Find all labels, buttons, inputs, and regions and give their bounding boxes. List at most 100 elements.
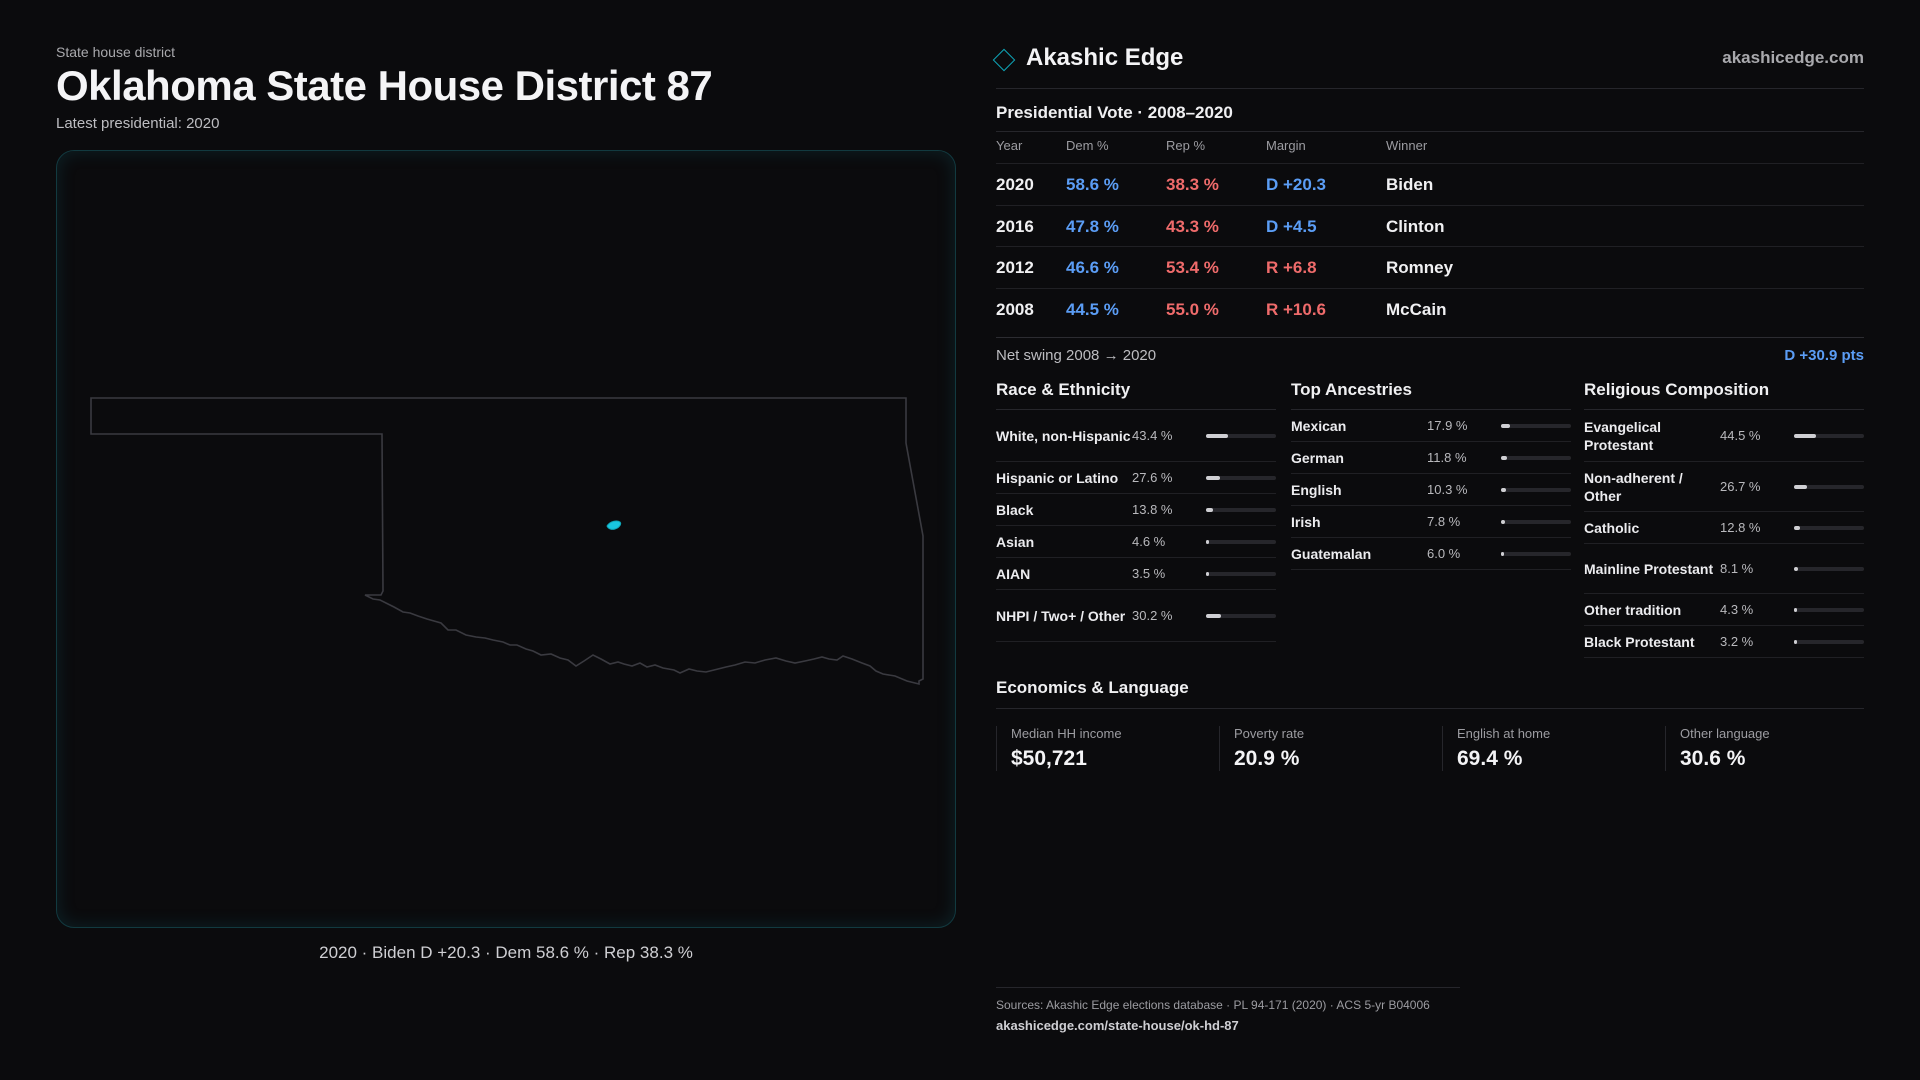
religion-bar-fill <box>1794 639 1797 644</box>
race-label: White, non-Hispanic <box>996 427 1131 444</box>
stat-value: 30.6 % <box>1680 747 1746 770</box>
religion-value: 12.8 % <box>1720 520 1761 535</box>
race-label: AIAN <box>996 565 1031 582</box>
divider <box>996 987 1460 988</box>
oklahoma-state-outline <box>90 397 924 686</box>
ancestry-value: 6.0 % <box>1427 546 1461 561</box>
site-link[interactable]: akashicedge.com <box>1722 48 1864 67</box>
ancestry-bar-fill <box>1501 519 1505 524</box>
margin-cell: D +20.3 <box>1266 175 1327 194</box>
stat-value: 20.9 % <box>1234 747 1300 770</box>
economics-stat: Median HH income $50,721 <box>996 726 1206 771</box>
stat-label: Median HH income <box>1011 726 1122 741</box>
district-map[interactable] <box>56 150 956 928</box>
religion-bar <box>1794 566 1864 571</box>
religion-panel: Religious Composition Evangelical Protes… <box>1584 380 1864 658</box>
ancestry-row: German 11.8 % <box>1291 442 1571 474</box>
race-value: 43.4 % <box>1132 428 1173 443</box>
rep-cell: 55.0 % <box>1166 299 1219 319</box>
race-bar <box>1206 507 1276 512</box>
ancestry-value: 7.8 % <box>1427 514 1461 529</box>
religion-bar-fill <box>1794 433 1817 438</box>
brand-name: Akashic Edge <box>1026 44 1184 71</box>
religion-row: Mainline Protestant 8.1 % <box>1584 544 1864 594</box>
race-value: 3.5 % <box>1132 566 1166 581</box>
vote-row[interactable]: 2020 58.6 % 38.3 % D +20.3 Biden <box>996 163 1864 204</box>
religion-bar-fill <box>1794 607 1797 612</box>
ancestry-bar <box>1501 551 1571 556</box>
net-swing-value: D +30.9 pts <box>1784 347 1864 364</box>
religion-label: Catholic <box>1584 519 1640 536</box>
oklahoma-map-svg <box>90 397 924 686</box>
header-margin: Margin <box>1266 138 1306 153</box>
race-bar <box>1206 613 1276 618</box>
race-row: Hispanic or Latino 27.6 % <box>996 462 1276 494</box>
ancestry-title: Top Ancestries <box>1291 380 1571 410</box>
race-bar <box>1206 539 1276 544</box>
race-label: Black <box>996 501 1034 518</box>
economics-stat: English at home 69.4 % <box>1442 726 1652 771</box>
divider <box>996 131 1864 132</box>
vote-row[interactable]: 2012 46.6 % 53.4 % R +6.8 Romney <box>996 246 1864 287</box>
net-swing-label: Net swing 2008 → 2020 <box>996 347 1157 364</box>
ancestry-row: Irish 7.8 % <box>1291 506 1571 538</box>
ancestry-bar <box>1501 487 1571 492</box>
ancestry-bar <box>1501 455 1571 460</box>
religion-bar <box>1794 639 1864 644</box>
race-bar-fill <box>1206 507 1213 512</box>
ancestry-bar-fill <box>1501 551 1505 556</box>
stat-value: $50,721 <box>1011 747 1087 770</box>
race-list: White, non-Hispanic 43.4 % Hispanic or Lat… <box>996 410 1276 642</box>
margin-cell: D +4.5 <box>1266 216 1317 236</box>
religion-row: Other tradition 4.3 % <box>1584 594 1864 626</box>
ancestry-value: 11.8 % <box>1427 450 1467 465</box>
margin-cell: R +6.8 <box>1266 258 1317 277</box>
religion-bar-fill <box>1794 525 1801 530</box>
religion-value: 3.2 % <box>1720 634 1754 649</box>
stat-value: 69.4 % <box>1457 747 1523 770</box>
economics-stat: Other language 30.6 % <box>1665 726 1875 771</box>
ancestry-bar-fill <box>1501 423 1511 428</box>
divider <box>996 88 1864 89</box>
religion-bar-fill <box>1794 484 1808 489</box>
religion-row: Non-adherent / Other 26.7 % <box>1584 462 1864 512</box>
brand[interactable]: Akashic Edge <box>992 44 1184 72</box>
stat-label: English at home <box>1457 726 1551 741</box>
map-caption: 2020 · Biden D +20.3 · Dem 58.6 % · Rep … <box>319 943 693 962</box>
race-row: Asian 4.6 % <box>996 526 1276 558</box>
religion-label: Other tradition <box>1584 601 1682 618</box>
religion-bar <box>1794 484 1864 489</box>
religion-bar <box>1794 525 1864 530</box>
race-bar <box>1206 433 1276 438</box>
religion-row: Black Protestant 3.2 % <box>1584 626 1864 658</box>
rep-cell: 43.3 % <box>1166 216 1219 236</box>
page-url-link[interactable]: akashicedge.com/state-house/ok-hd-87 <box>996 1018 1239 1033</box>
race-label: Asian <box>996 533 1035 550</box>
race-value: 4.6 % <box>1132 534 1166 549</box>
ancestry-label: Guatemalan <box>1291 545 1372 562</box>
religion-label: Non-adherent / Other <box>1584 469 1683 504</box>
ancestry-bar <box>1501 519 1571 524</box>
religion-value: 8.1 % <box>1720 561 1754 576</box>
ancestry-row: English 10.3 % <box>1291 474 1571 506</box>
religion-bar <box>1794 607 1864 612</box>
race-bar-fill <box>1206 475 1220 480</box>
religion-label: Evangelical Protestant <box>1584 418 1662 453</box>
vote-row[interactable]: 2008 44.5 % 55.0 % R +10.6 McCain <box>996 287 1864 329</box>
religion-label: Black Protestant <box>1584 633 1695 650</box>
vote-row[interactable]: 2016 47.8 % 43.3 % D +4.5 Clinton <box>996 204 1864 246</box>
religion-bar <box>1794 433 1864 438</box>
district-87-shape[interactable] <box>606 520 622 530</box>
ancestry-row: Guatemalan 6.0 % <box>1291 538 1571 570</box>
ancestry-value: 10.3 % <box>1427 482 1468 497</box>
race-bar-fill <box>1206 613 1222 618</box>
ancestry-value: 17.9 % <box>1427 418 1468 433</box>
dem-cell: 46.6 % <box>1066 258 1119 277</box>
rep-cell: 53.4 % <box>1166 258 1219 277</box>
dem-cell: 47.8 % <box>1066 216 1119 236</box>
race-label: NHPI / Two+ / Other <box>996 607 1126 624</box>
religion-row: Evangelical Protestant 44.5 % <box>1584 410 1864 462</box>
margin-cell: R +10.6 <box>1266 299 1327 319</box>
religion-list: Evangelical Protestant 44.5 % Non-adherent… <box>1584 410 1864 658</box>
ancestry-label: Mexican <box>1291 417 1347 434</box>
